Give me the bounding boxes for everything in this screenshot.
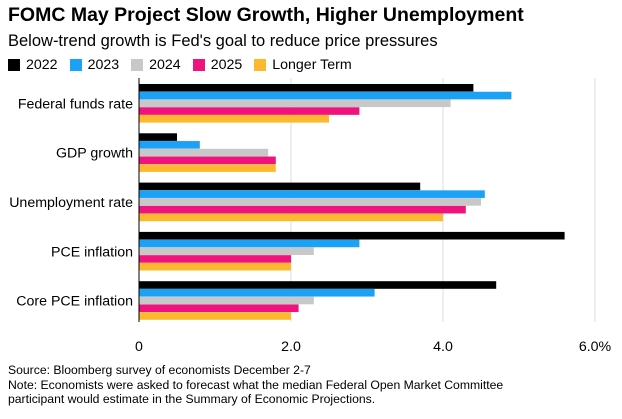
x-tick-label: 6.0% [579, 339, 612, 355]
bar [139, 115, 329, 123]
legend-item-longer-term: Longer Term [254, 57, 352, 73]
bar [139, 205, 466, 214]
legend-item-2024: 2024 [131, 57, 181, 73]
bar-chart: Federal funds rate GDP growth Unemployment… [9, 78, 612, 355]
chart-title: FOMC May Project Slow Growth, Higher Une… [8, 4, 524, 26]
bar [139, 84, 474, 92]
bar [139, 312, 291, 320]
bar [139, 296, 314, 305]
bar [139, 133, 177, 141]
bar [139, 247, 314, 255]
bar [139, 213, 443, 222]
legend-label: 2023 [87, 57, 120, 73]
bar [139, 182, 421, 191]
bar [139, 148, 269, 157]
bar [139, 304, 299, 313]
x-tick-label: 2.0 [281, 339, 301, 355]
bar [139, 262, 291, 271]
bar [139, 198, 481, 206]
category-label: PCE inflation [51, 244, 133, 260]
explanatory-note: Note: Economists were asked to forecast … [8, 377, 504, 392]
bar [139, 141, 200, 149]
bar [139, 190, 485, 198]
bar [139, 164, 276, 172]
category-label: Federal funds rate [18, 96, 133, 112]
bar [139, 91, 512, 100]
category-label: Core PCE inflation [16, 294, 133, 310]
legend-label: 2022 [26, 57, 58, 73]
legend-label: Longer Term [272, 57, 352, 73]
bar [139, 255, 291, 263]
bar [139, 156, 276, 165]
legend-label: 2024 [149, 57, 181, 73]
bar [139, 99, 451, 108]
source-note: Source: Bloomberg survey of economists D… [8, 363, 311, 377]
legend-swatch [254, 59, 267, 71]
legend-item-2025: 2025 [192, 57, 243, 73]
category-label: GDP growth [56, 146, 133, 162]
legend-swatch [192, 59, 205, 71]
legend-label: 2025 [210, 57, 243, 73]
x-tick-label: 0 [135, 339, 143, 355]
chart-subtitle: Below-trend growth is Fed's goal to redu… [8, 32, 438, 50]
category-label: Unemployment rate [9, 195, 133, 211]
legend-item-2022: 2022 [8, 57, 58, 73]
bar [139, 288, 375, 297]
legend-swatch [8, 59, 20, 71]
legend: 2022 2023 2024 2025 Longer Term [8, 57, 364, 73]
legend-item-2023: 2023 [69, 57, 120, 73]
x-tick-label: 4.0 [433, 339, 453, 355]
explanatory-note-continued: participant would estimate in the Summar… [8, 392, 376, 406]
bar [139, 239, 360, 248]
chart-footer: Source: Bloomberg survey of economists D… [8, 363, 616, 407]
bar [139, 281, 497, 289]
bar [139, 231, 565, 240]
legend-swatch [69, 59, 82, 71]
bar [139, 107, 360, 115]
legend-swatch [131, 59, 144, 71]
